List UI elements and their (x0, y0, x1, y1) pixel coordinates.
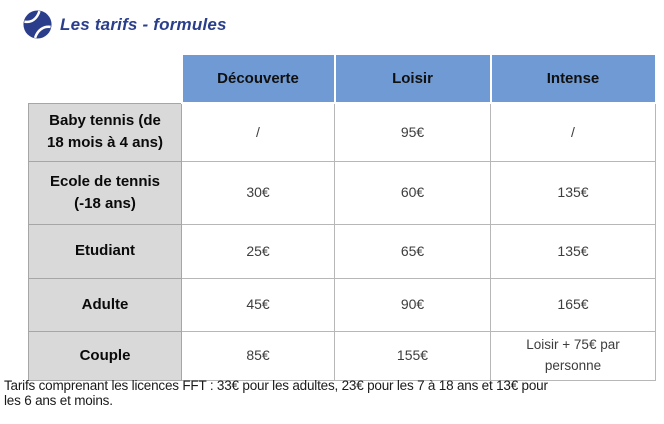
price-cell: / (181, 102, 335, 162)
price-cell: 85€ (181, 330, 335, 381)
row-label: Baby tennis (de 18 mois à 4 ans) (28, 102, 182, 162)
row-label: Couple (28, 330, 182, 381)
column-header-decouverte: Découverte (180, 53, 336, 104)
price-cell: Loisir + 75€ par personne (490, 330, 656, 381)
row-label: Adulte (28, 277, 182, 332)
price-cell: 25€ (181, 223, 335, 279)
price-cell: 65€ (334, 223, 491, 279)
price-cell: 95€ (334, 102, 491, 162)
table-row-etudiant: Etudiant 25€ 65€ 135€ (28, 223, 656, 279)
row-label: Etudiant (28, 223, 182, 279)
tennis-ball-icon (22, 9, 53, 40)
column-header-intense: Intense (489, 53, 657, 104)
corner-cell (29, 54, 182, 103)
license-footnote: Tarifs comprenant les licences FFT : 33€… (4, 378, 548, 408)
price-cell: 90€ (334, 277, 491, 332)
price-cell: 60€ (334, 160, 491, 225)
row-label: Ecole de tennis (-18 ans) (28, 160, 182, 225)
price-cell: 155€ (334, 330, 491, 381)
table-row-baby-tennis: Baby tennis (de 18 mois à 4 ans) / 95€ / (28, 102, 656, 162)
table-header-row: Découverte Loisir Intense (29, 53, 657, 104)
price-cell: / (490, 102, 656, 162)
price-cell: 165€ (490, 277, 656, 332)
tariff-table: Découverte Loisir Intense Baby tennis (d… (28, 53, 657, 381)
price-cell: 30€ (181, 160, 335, 225)
price-cell: 135€ (490, 223, 656, 279)
table-row-couple: Couple 85€ 155€ Loisir + 75€ par personn… (28, 330, 656, 381)
page-title: Les tarifs - formules (60, 14, 227, 34)
table-row-adulte: Adulte 45€ 90€ 165€ (28, 277, 656, 332)
page-header: Les tarifs - formules (22, 9, 227, 40)
price-cell: 135€ (490, 160, 656, 225)
table-row-ecole-de-tennis: Ecole de tennis (-18 ans) 30€ 60€ 135€ (28, 160, 656, 225)
column-header-loisir: Loisir (333, 53, 492, 104)
price-cell: 45€ (181, 277, 335, 332)
